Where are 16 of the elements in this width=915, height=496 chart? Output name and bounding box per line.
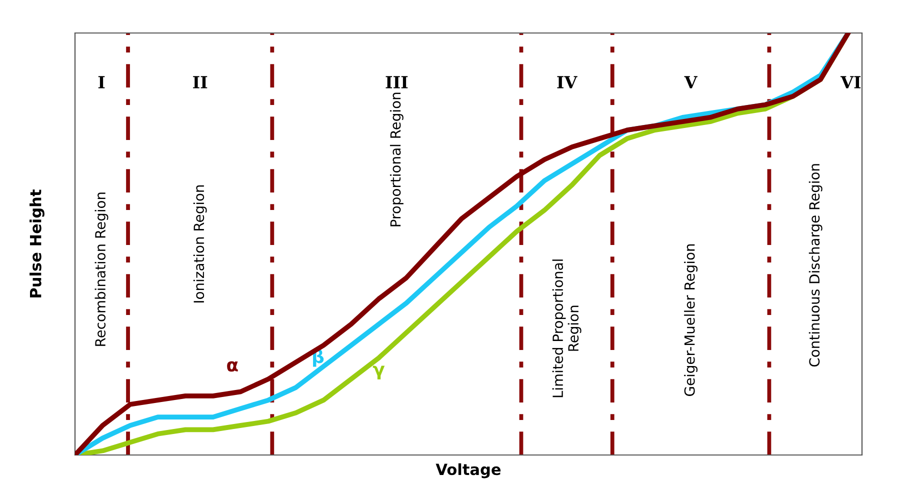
annotation: I [98, 76, 105, 88]
x-axis-title: Voltage [436, 463, 501, 478]
series-label: γ [372, 366, 385, 380]
annotation: III [386, 76, 408, 88]
annotation: Proportional Region [390, 92, 404, 226]
annotation: Continuous Discharge Region [808, 164, 822, 367]
y-axis-title: Pulse Height [30, 190, 44, 298]
annotation: Geiger-Mueller Region [684, 244, 698, 396]
annotation: Ionization Region [193, 185, 207, 302]
annotation: V [684, 76, 698, 88]
annotation: Recombination Region [94, 192, 108, 346]
annotation: VI [840, 76, 861, 88]
annotation: IV [557, 76, 578, 88]
series-label: α [227, 361, 238, 372]
annotation: Limited Proportional Region [552, 260, 582, 398]
annotation: II [193, 76, 208, 88]
